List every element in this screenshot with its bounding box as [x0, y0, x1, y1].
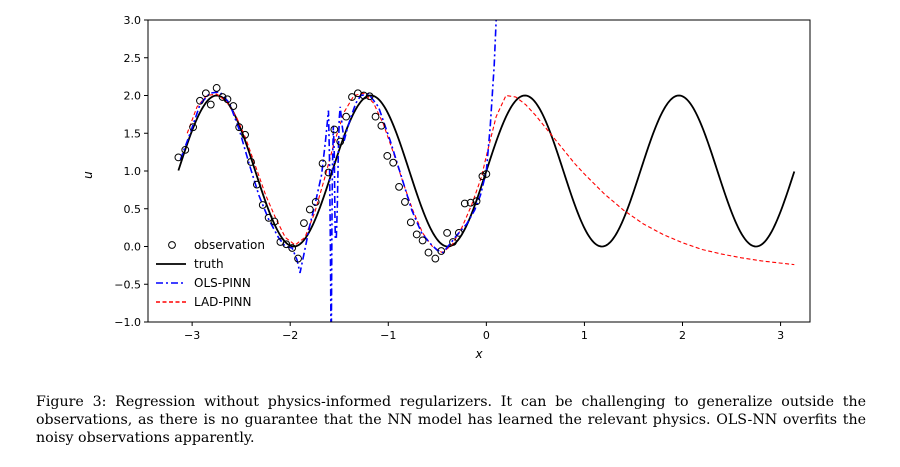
observation-point: [395, 182, 403, 191]
line-chart: −3 −2 −1 0 1 2 3−1.0−0.50.00.51.01.52.02.53.0 …: [81, 14, 811, 361]
y-tick-label: 2.0: [124, 90, 142, 103]
y-tick-label: 1.5: [124, 127, 142, 140]
observation-point: [305, 205, 314, 214]
observation-point: [223, 95, 232, 104]
observation-point: [181, 145, 190, 154]
observation-point: [449, 238, 457, 246]
x-axis-label: x: [474, 347, 483, 361]
observation-point: [235, 123, 244, 132]
observation-point: [174, 153, 183, 162]
observation-point: [437, 247, 446, 255]
observation-point: [206, 100, 215, 109]
observation-point: [300, 219, 308, 227]
observation-point: [383, 152, 392, 160]
observation-point: [359, 91, 368, 100]
figure: −3 −2 −1 0 1 2 3 −1.0 −0.5 0.0 0.5 1.0 1.5 2.0 2.5 3.0 …: [81, 14, 811, 361]
observation-point: [311, 198, 320, 206]
x-tick-label: 1: [581, 329, 588, 342]
observation-point: [412, 230, 421, 239]
observation-point: [454, 229, 463, 237]
observation-point: [324, 168, 333, 177]
y-tick-label: 1.0: [124, 165, 142, 178]
observation-point: [288, 244, 297, 252]
observation-point: [365, 92, 374, 101]
observation-point: [482, 170, 491, 178]
observation-point: [294, 254, 302, 263]
observation-point: [424, 248, 433, 257]
y-tick-label: 0.5: [124, 203, 142, 216]
figure-caption: Figure 3: Regression without physics-inf…: [36, 394, 866, 446]
observation-point: [371, 112, 380, 121]
x-tick-label: 2: [679, 329, 686, 342]
y-axis-label: u: [81, 171, 95, 179]
observation-point: [460, 199, 469, 208]
observation-point: [330, 125, 339, 134]
observation-point: [218, 93, 227, 101]
observation-point: [418, 236, 427, 245]
observation-point: [318, 159, 327, 168]
observation-point: [377, 121, 386, 130]
x-tick-label: −3: [184, 329, 200, 342]
legend-label-observation: observation: [194, 238, 265, 252]
legend-label-lad-pinn: LAD-PINN: [194, 295, 251, 309]
observation-point: [406, 218, 415, 227]
y-tick-label: −1.0: [114, 316, 141, 329]
observation-point: [264, 213, 273, 222]
observation-point: [241, 130, 249, 139]
observation-point: [466, 198, 475, 207]
axes: −3 −2 −1 0 1 2 3 −1.0 −0.5 0.0 0.5 1.0 1.5 2.0 2.5 3.0: [114, 14, 784, 342]
observation-point: [443, 229, 452, 237]
observation-point: [282, 240, 291, 249]
observation-point: [270, 217, 279, 226]
observation-point: [252, 180, 261, 189]
observation-point: [196, 96, 204, 105]
legend: observation truth OLS-PINN LAD-PINN: [156, 238, 265, 309]
observation-point: [478, 172, 487, 181]
x-tick-label: 0: [483, 329, 490, 342]
observation-point: [472, 197, 481, 206]
y-tick-label: 2.5: [124, 52, 142, 65]
observation-point: [229, 102, 238, 110]
observation-point: [336, 137, 345, 146]
observation-point: [389, 158, 398, 167]
legend-label-truth: truth: [194, 257, 224, 271]
x-tick-label: −2: [282, 329, 298, 342]
y-tick-label: 3.0: [124, 14, 142, 27]
y-tick-label: 0.0: [124, 241, 142, 254]
plot-area: [174, 20, 796, 322]
observation-point: [189, 123, 198, 132]
observation-point: [201, 89, 210, 98]
observation-point: [247, 158, 255, 166]
x-tick-label: 3: [777, 329, 784, 342]
y-tick-label: −0.5: [114, 278, 141, 291]
x-tick-label: −1: [380, 329, 396, 342]
observation-point: [212, 84, 221, 92]
observation-point: [258, 201, 267, 209]
legend-marker-observation: [168, 241, 176, 249]
observation-point: [342, 112, 351, 121]
observation-point: [431, 254, 440, 263]
legend-label-ols-pinn: OLS-PINN: [194, 276, 251, 290]
observation-point: [401, 198, 409, 206]
observation-point: [348, 93, 356, 101]
